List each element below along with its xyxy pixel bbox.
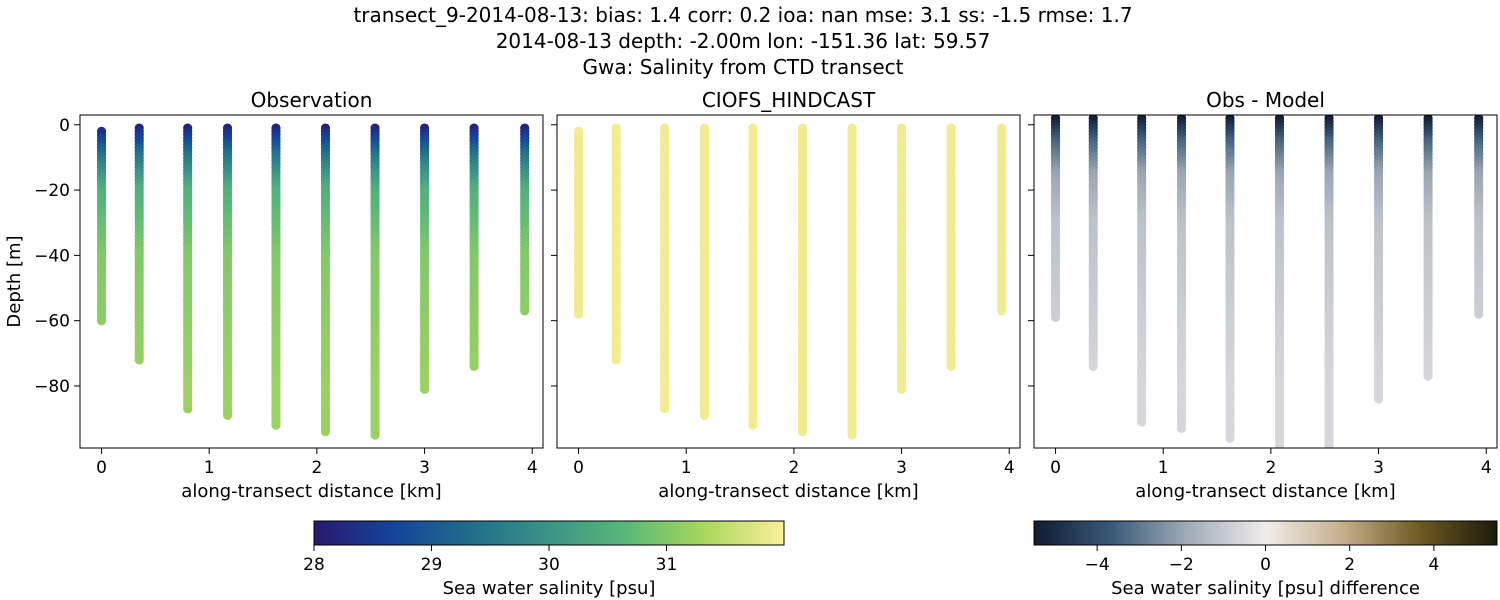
panel-title: Observation [251, 88, 373, 112]
panel-title: Obs - Model [1206, 88, 1325, 112]
model-panel: CIOFS_HINDCAST along-transect distance [k… [551, 88, 1021, 502]
colorbar-label: Sea water salinity [psu] difference [1111, 578, 1420, 599]
data-point [847, 430, 857, 440]
x-tick-label: 4 [527, 458, 538, 478]
data-point [997, 306, 1007, 316]
data-point [271, 420, 281, 430]
data-point [222, 410, 233, 420]
data-point [134, 355, 144, 365]
data-point [469, 361, 479, 371]
y-axis-label: Depth [m] [4, 235, 25, 327]
y-tick-label: 0 [59, 116, 70, 136]
data-point [520, 306, 530, 316]
data-point [1050, 312, 1061, 323]
data-point [1274, 443, 1285, 448]
y-tick-label: −40 [34, 246, 70, 266]
data-point [96, 316, 107, 326]
data-point [896, 384, 907, 394]
x-tick-label: 3 [896, 458, 907, 478]
colorbar-gradient [1033, 520, 1498, 546]
data-point [611, 355, 621, 365]
axes-frame [79, 114, 544, 449]
data-point [1225, 433, 1235, 443]
y-tick-label: −20 [34, 181, 70, 201]
data-point [660, 404, 670, 414]
x-tick-label: 1 [204, 458, 215, 478]
data-point [1373, 394, 1384, 404]
colorbar-tick-label: 28 [303, 555, 325, 575]
colorbar-label: Sea water salinity [psu] [443, 578, 656, 599]
data-point [946, 361, 956, 371]
colorbar-tick-label: 0 [1260, 555, 1271, 575]
x-tick-label: 2 [311, 458, 322, 478]
x-tick-label: 0 [96, 458, 107, 478]
difference-panel: Obs - Model along-transect distance [km] 0… [1028, 88, 1498, 502]
colorbar-tick-label: −4 [1085, 555, 1110, 575]
data-point [1324, 443, 1334, 448]
data-point [748, 420, 758, 430]
x-tick-label: 1 [681, 458, 692, 478]
colorbar-tick-label: −2 [1169, 555, 1194, 575]
data-point [699, 410, 710, 420]
x-tick-label: 0 [1050, 458, 1061, 478]
x-tick-label: 4 [1004, 458, 1015, 478]
data-point [1474, 309, 1484, 319]
axes-frame [1033, 114, 1498, 449]
data-point [320, 427, 331, 437]
x-tick-label: 0 [573, 458, 584, 478]
x-tick-label: 3 [419, 458, 430, 478]
difference-colorbar: −4 −2 0 2 4 Sea water salinity [psu] differen… [1033, 520, 1498, 599]
colorbar-tick-label: 2 [1344, 555, 1355, 575]
colorbar-tick-label: 4 [1428, 555, 1439, 575]
figure-title-line1: transect_9-2014-08-13: bias: 1.4 corr: 0… [353, 3, 1132, 27]
colorbar-tick-label: 30 [538, 555, 560, 575]
x-tick-label: 4 [1481, 458, 1492, 478]
data-point [797, 427, 808, 437]
axes-frame [556, 114, 1021, 449]
colorbar-gradient [313, 520, 785, 546]
x-tick-label: 1 [1158, 458, 1169, 478]
data-point [370, 430, 380, 440]
colorbar-tick-label: 31 [656, 555, 678, 575]
x-axis-label: along-transect distance [km] [181, 481, 441, 502]
data-point [573, 309, 584, 319]
x-tick-label: 3 [1373, 458, 1384, 478]
data-point [183, 404, 193, 414]
colorbar-tick-label: 29 [421, 555, 443, 575]
panel-title: CIOFS_HINDCAST [702, 88, 876, 112]
data-point [419, 384, 430, 394]
data-point [1423, 371, 1433, 381]
x-axis-label: along-transect distance [km] [1135, 481, 1395, 502]
data-point [1137, 417, 1147, 427]
x-axis-label: along-transect distance [km] [658, 481, 918, 502]
x-tick-label: 2 [1265, 458, 1276, 478]
data-point [1088, 361, 1098, 371]
scatter-points [1050, 115, 1484, 448]
x-tick-label: 2 [788, 458, 799, 478]
figure-title-line2: 2014-08-13 depth: -2.00m lon: -151.36 la… [496, 29, 991, 53]
y-tick-label: −60 [34, 312, 70, 332]
scatter-points [96, 123, 530, 440]
data-point [1176, 423, 1187, 434]
y-tick-label: −80 [34, 377, 70, 397]
figure-title-line3: Gwa: Salinity from CTD transect [583, 55, 904, 79]
observation-panel: Observation along-transect distance [km] D… [4, 88, 544, 502]
scatter-points [573, 123, 1007, 440]
